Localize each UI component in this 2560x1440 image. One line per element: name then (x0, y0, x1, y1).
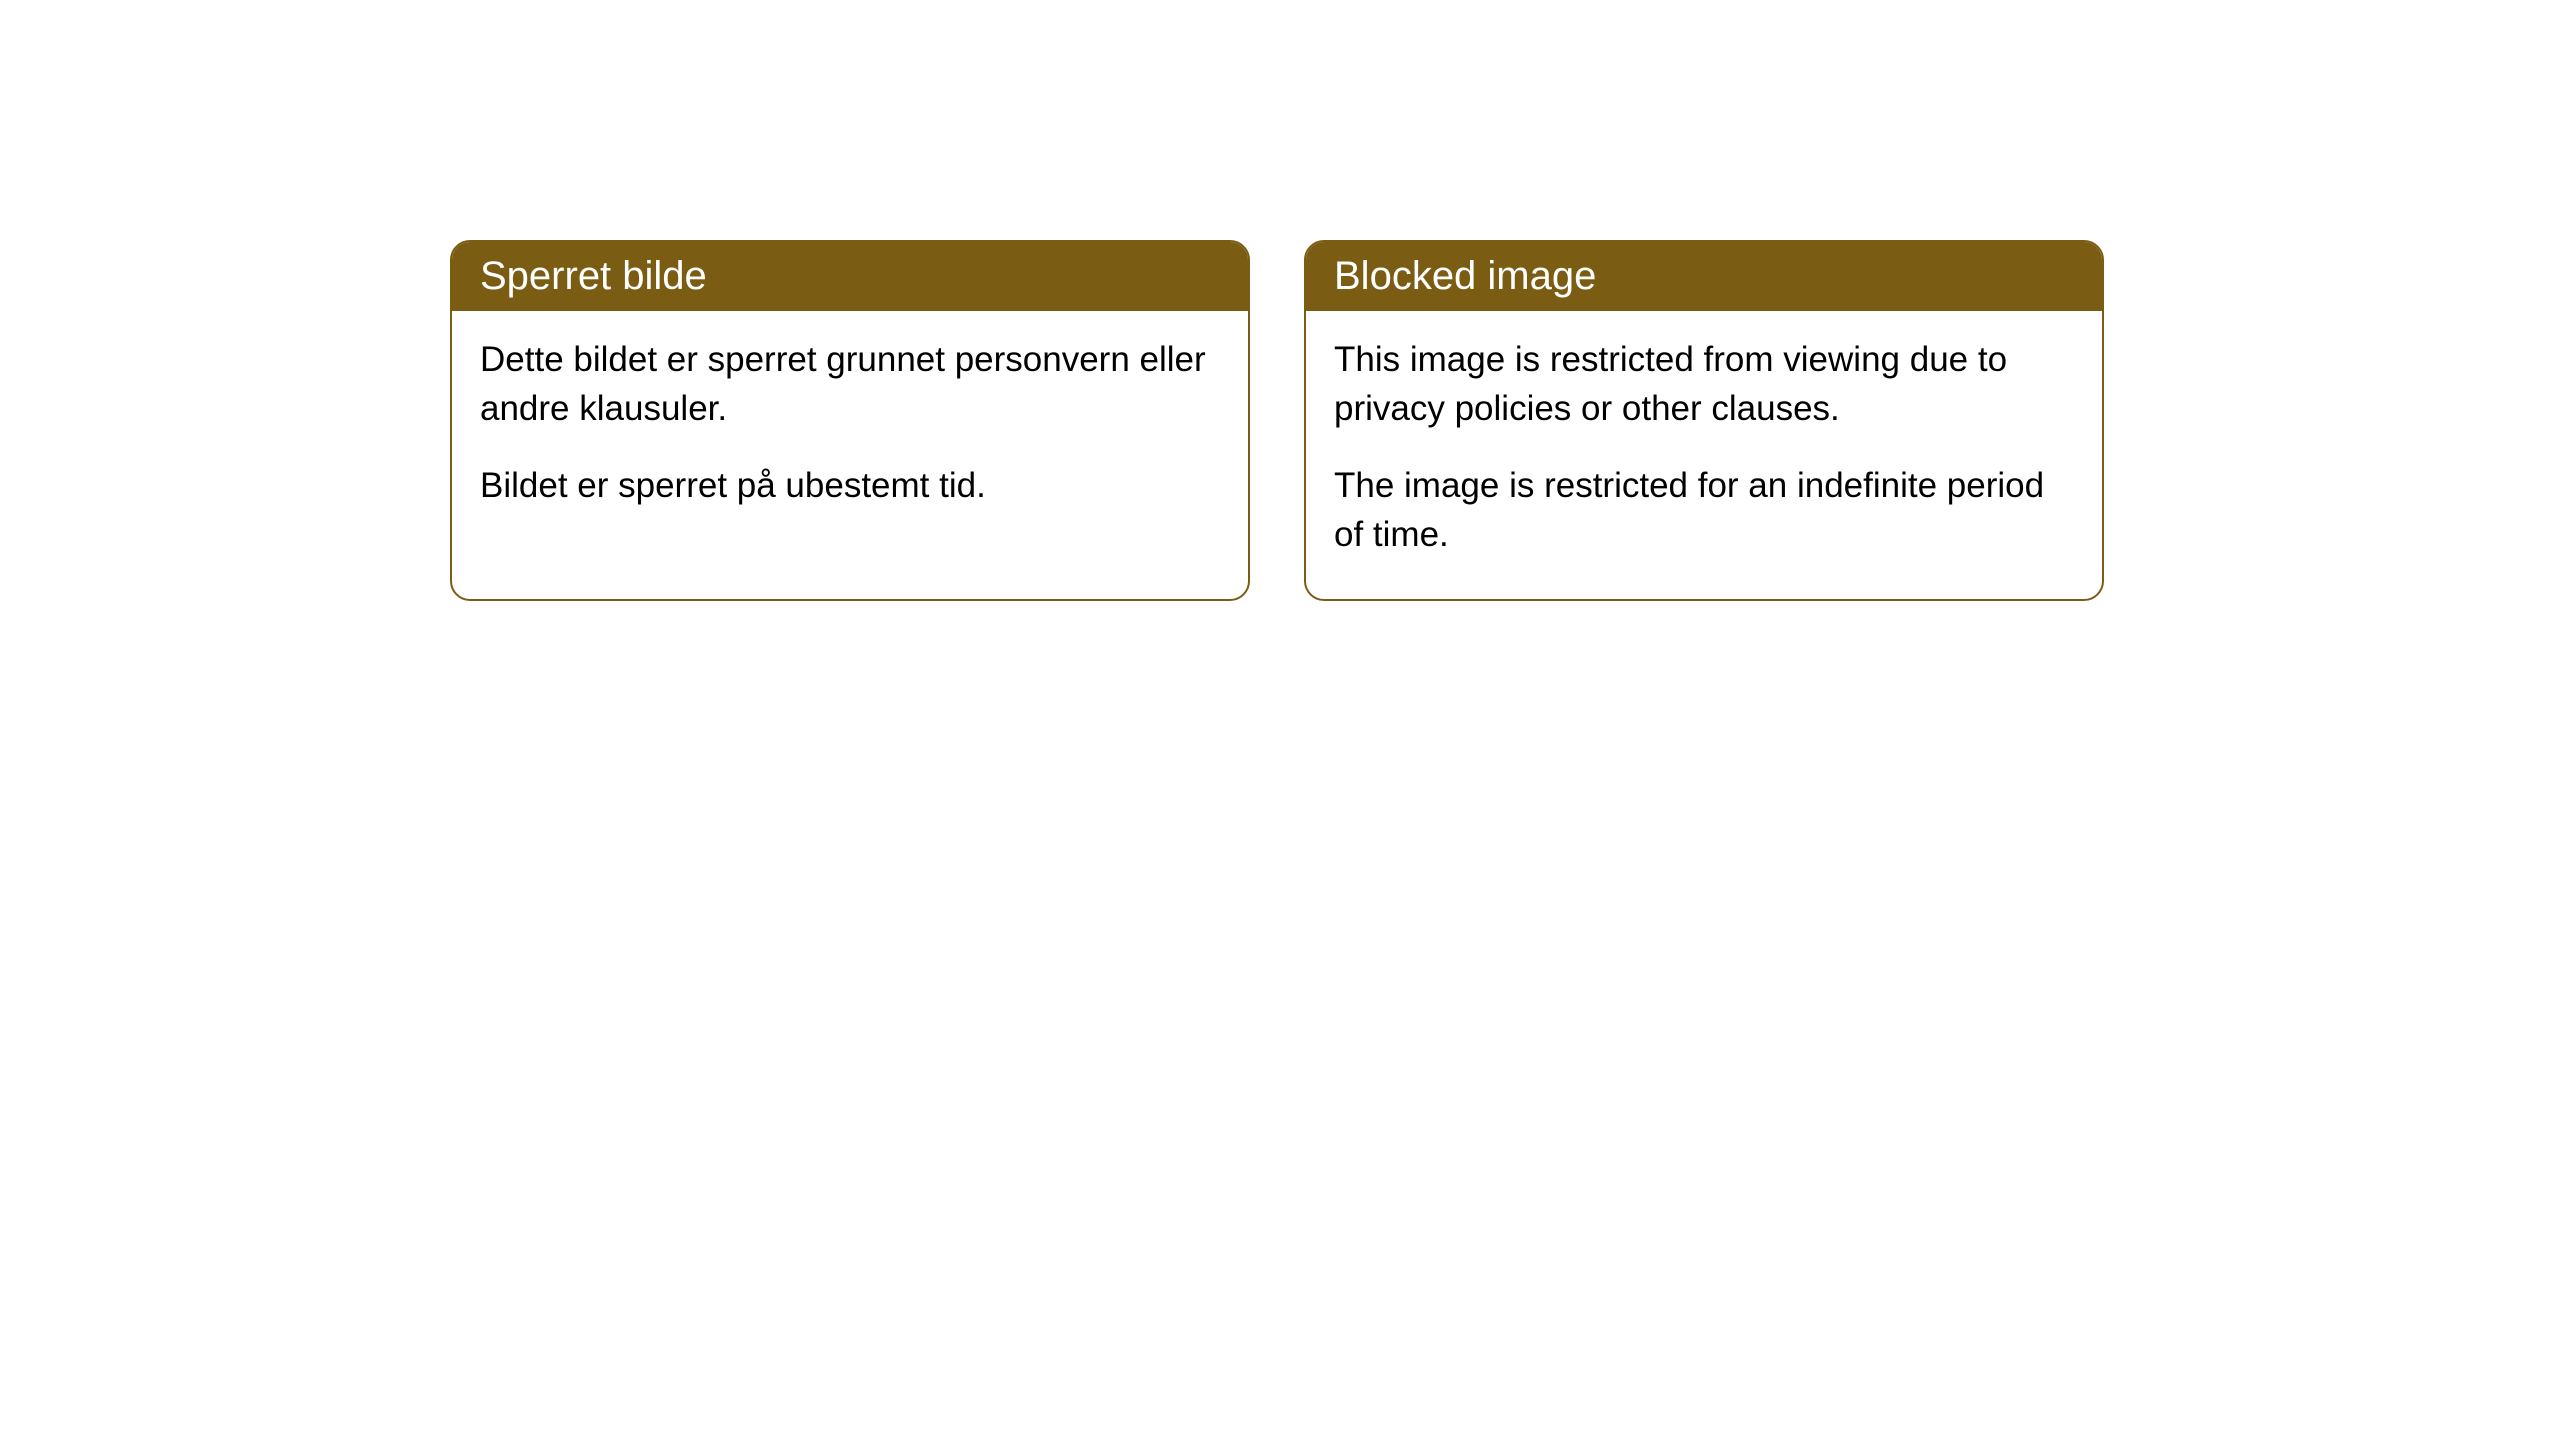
card-header-english: Blocked image (1306, 242, 2102, 311)
card-paragraph-1: This image is restricted from viewing du… (1334, 335, 2074, 433)
card-paragraph-2: The image is restricted for an indefinit… (1334, 461, 2074, 559)
card-header-norwegian: Sperret bilde (452, 242, 1248, 311)
card-body-norwegian: Dette bildet er sperret grunnet personve… (452, 311, 1248, 550)
card-paragraph-2: Bildet er sperret på ubestemt tid. (480, 461, 1220, 510)
cards-container: Sperret bilde Dette bildet er sperret gr… (450, 240, 2104, 601)
card-paragraph-1: Dette bildet er sperret grunnet personve… (480, 335, 1220, 433)
card-norwegian: Sperret bilde Dette bildet er sperret gr… (450, 240, 1250, 601)
card-english: Blocked image This image is restricted f… (1304, 240, 2104, 601)
card-body-english: This image is restricted from viewing du… (1306, 311, 2102, 599)
